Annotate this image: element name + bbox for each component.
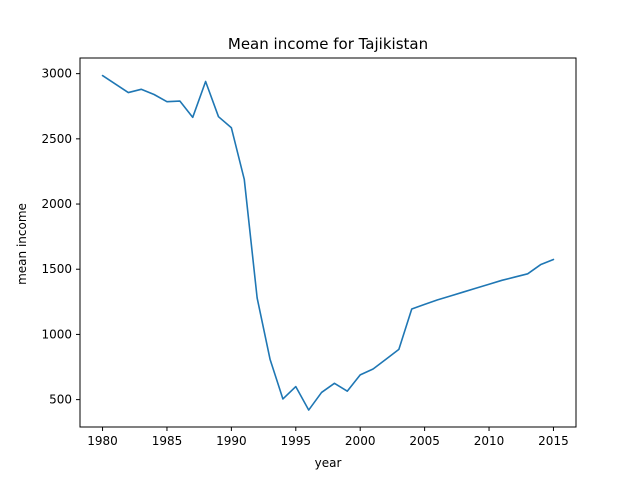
y-tick-label: 1500 [41,262,72,276]
y-tick-label: 2500 [41,132,72,146]
x-axis-label: year [315,456,342,470]
x-tick-label: 2015 [538,434,569,448]
x-tick-label: 1995 [281,434,312,448]
x-tick-label: 2000 [345,434,376,448]
y-tick-label: 3000 [41,67,72,81]
x-tick-label: 1980 [87,434,118,448]
x-tick-label: 1985 [152,434,183,448]
plot-area [101,74,555,411]
y-tick-label: 1000 [41,327,72,341]
y-tick-label: 500 [49,393,72,407]
x-tick-label: 2010 [474,434,505,448]
x-axis: 1980 1985 1990 1995 2000 2005 2010 2015 [87,427,569,448]
y-tick-label: 2000 [41,197,72,211]
y-axis-label: mean income [15,203,29,285]
chart-title: Mean income for Tajikistan [228,35,428,53]
series-line-0 [101,74,555,411]
y-axis: 500 1000 1500 2000 2500 3000 [41,67,80,407]
x-tick-label: 1990 [216,434,247,448]
plot-frame [79,57,577,428]
x-tick-label: 2005 [409,434,440,448]
